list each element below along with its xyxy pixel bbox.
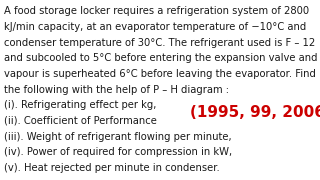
Text: (ii). Coefficient of Performance: (ii). Coefficient of Performance [4, 116, 157, 126]
Text: kJ/min capacity, at an evaporator temperature of −10°C and: kJ/min capacity, at an evaporator temper… [4, 22, 306, 32]
Text: (iii). Weight of refrigerant flowing per minute,: (iii). Weight of refrigerant flowing per… [4, 132, 231, 142]
Text: (i). Refrigerating effect per kg,: (i). Refrigerating effect per kg, [4, 100, 156, 110]
Text: vapour is superheated 6°C before leaving the evaporator. Find: vapour is superheated 6°C before leaving… [4, 69, 316, 79]
Text: and subcooled to 5°C before entering the expansion valve and: and subcooled to 5°C before entering the… [4, 53, 317, 63]
Text: (v). Heat rejected per minute in condenser.: (v). Heat rejected per minute in condens… [4, 163, 220, 173]
Text: (iv). Power of required for compression in kW,: (iv). Power of required for compression … [4, 147, 232, 157]
Text: the following with the help of P – H diagram :: the following with the help of P – H dia… [4, 85, 229, 95]
Text: A food storage locker requires a refrigeration system of 2800: A food storage locker requires a refrige… [4, 6, 309, 16]
Text: (1995, 99, 2006): (1995, 99, 2006) [190, 105, 320, 120]
Text: condenser temperature of 30°C. The refrigerant used is F – 12: condenser temperature of 30°C. The refri… [4, 38, 315, 48]
